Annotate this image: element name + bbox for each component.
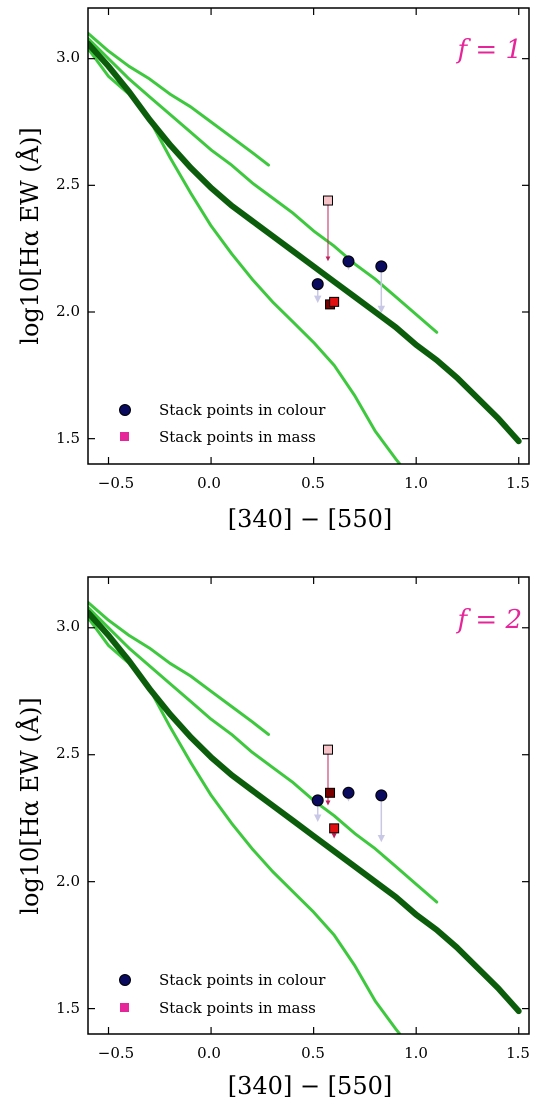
x-tick-label: 1.5: [506, 1044, 530, 1062]
x-tick-label: 0.5: [301, 1044, 325, 1062]
y-tick-label: 3.0: [56, 617, 80, 635]
x-axis-label: [340] − [550]: [228, 1072, 392, 1100]
colour-stack-point: [342, 255, 355, 268]
colour-stack-point: [342, 786, 355, 799]
y-tick-label: 2.5: [56, 175, 80, 193]
model-track: [88, 36, 439, 334]
legend: Stack points in colour Stack points in m…: [119, 401, 326, 446]
f-annotation: f = 1: [456, 35, 522, 65]
legend-marker-mass: [120, 432, 129, 441]
y-tick-label: 1.5: [56, 999, 80, 1017]
legend-marker-mass: [120, 1003, 129, 1012]
model-track: [88, 31, 270, 167]
y-tick-label: 3.0: [56, 48, 80, 66]
x-tick-label: 0.0: [197, 1044, 221, 1062]
panel-f1: −0.5 0.0 0.5 1.0 1.5 1.5 2.0 2.5 3.0 [34…: [15, 7, 530, 533]
legend-label-mass: Stack points in mass: [159, 999, 316, 1017]
model-track: [88, 600, 270, 736]
legend-marker-colour: [119, 974, 131, 986]
colour-stack-point: [375, 789, 388, 802]
x-axis-label: [340] − [550]: [228, 505, 392, 533]
x-tick-label: −0.5: [98, 1044, 134, 1062]
y-tick-label: 2.0: [56, 302, 80, 320]
x-tick-label: 0.5: [301, 474, 325, 492]
y-tick-label: 2.5: [56, 744, 80, 762]
y-tick-label: 1.5: [56, 429, 80, 447]
y-tick-label: 2.0: [56, 872, 80, 890]
axes-frame: [87, 576, 530, 1035]
y-axis-label: log10[Hα EW (Å)]: [15, 697, 44, 914]
x-tick-label: 1.0: [404, 474, 428, 492]
legend-label-colour: Stack points in colour: [159, 971, 326, 989]
legend: Stack points in colour Stack points in m…: [119, 971, 326, 1017]
tick-marks: [88, 8, 529, 464]
mass-stack-point: [329, 823, 340, 834]
plot-area: [88, 600, 522, 1034]
colour-stack-point: [375, 260, 388, 273]
mass-stack-point: [325, 787, 336, 798]
colour-stack-point: [311, 794, 324, 807]
legend-label-mass: Stack points in mass: [159, 428, 316, 446]
f-annotation: f = 2: [456, 605, 522, 635]
legend-label-colour: Stack points in colour: [159, 401, 326, 419]
panel-f2: −0.5 0.0 0.5 1.0 1.5 1.5 2.0 2.5 3.0 [34…: [15, 576, 530, 1100]
x-tick-label: −0.5: [98, 474, 134, 492]
model-track-thick: [88, 40, 522, 445]
x-tick-label: 1.0: [404, 1044, 428, 1062]
model-track: [88, 606, 439, 904]
colour-stack-point: [311, 278, 324, 291]
y-axis-label: log10[Hα EW (Å)]: [15, 127, 44, 344]
mass-stack-point: [322, 744, 333, 755]
legend-marker-colour: [119, 404, 131, 416]
axes-frame: [87, 7, 530, 465]
x-tick-label: 1.5: [506, 474, 530, 492]
mass-stack-point: [322, 195, 333, 206]
mass-stack-point: [329, 296, 340, 307]
model-track-thick: [88, 609, 522, 1015]
tick-marks: [88, 577, 529, 1034]
x-tick-label: 0.0: [197, 474, 221, 492]
plot-area: [88, 31, 522, 464]
